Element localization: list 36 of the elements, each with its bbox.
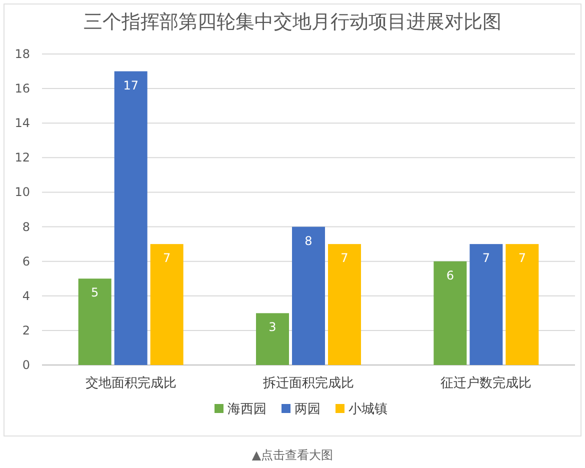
data-label: 6 [446, 268, 454, 282]
text: ▲点击查看大图 [252, 448, 334, 462]
bar [470, 244, 503, 365]
bar [150, 244, 184, 365]
bar [114, 71, 148, 365]
y-tick-label: 2 [22, 323, 30, 338]
y-tick-label: 4 [22, 288, 30, 303]
data-label: 8 [304, 234, 312, 248]
y-tick-label: 8 [22, 220, 30, 234]
data-label: 3 [268, 320, 276, 334]
y-tick-label: 0 [22, 358, 30, 372]
title: 三个指挥部第四轮集中交地月行动项目进展对比图 [84, 11, 502, 33]
legend-label: 小城镇 [348, 402, 388, 417]
data-label: 7 [163, 251, 171, 266]
x-tick-label: 征迁户数完成比 [440, 375, 532, 391]
data-label: 7 [482, 251, 490, 266]
legend-label: 两园 [294, 402, 320, 417]
data-label: 7 [518, 251, 526, 266]
y-tick-label: 14 [14, 116, 30, 130]
data-label: 5 [91, 286, 99, 300]
x-tick-label: 拆迁面积完成比 [262, 375, 354, 391]
legend-label: 海西园 [228, 402, 266, 417]
bar [256, 313, 289, 365]
bar [292, 226, 325, 365]
bar [78, 278, 112, 365]
y-tick-label: 6 [22, 254, 30, 268]
y-tick-label: 12 [14, 150, 30, 165]
y-tick-label: 16 [14, 82, 30, 96]
y-tick-label: 18 [14, 47, 30, 61]
data-label: 17 [123, 78, 138, 92]
x-tick-label: 交地面积完成比 [85, 375, 176, 391]
bar [328, 244, 361, 365]
bar [434, 261, 467, 365]
data-label: 7 [340, 251, 348, 266]
bar [506, 244, 539, 365]
y-tick-label: 10 [14, 185, 30, 200]
